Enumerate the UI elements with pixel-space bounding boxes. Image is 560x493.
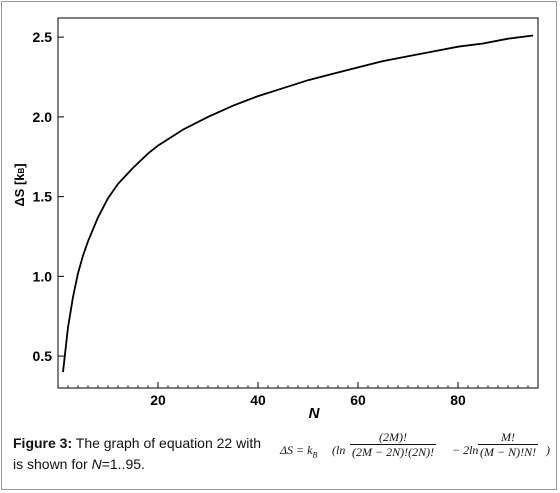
formula-mid: − 2ln [452, 443, 479, 457]
plot-frame [57, 17, 539, 389]
formula-fraction-2: M! (M − N)!N! [478, 430, 539, 460]
x-tick-label: 20 [150, 392, 166, 408]
y-axis-label: ΔS [kB] [12, 163, 27, 206]
fraction-1-denominator: (2M − 2N)!(2N)! [352, 445, 435, 459]
fraction-2-numerator: M! [478, 430, 539, 445]
y-tick-label: 2.5 [33, 29, 53, 45]
y-tick-label: 1.0 [33, 268, 53, 284]
y-axis-ticks: 0.5 1.0 1.5 2.0 2.5 [33, 29, 64, 364]
fraction-1-numerator: (2M)! [350, 430, 437, 445]
fraction-2-denominator: (M − N)!N! [480, 445, 537, 459]
caption-line-2: is shown for N=1..95. [13, 456, 145, 472]
caption-line-2-suffix: =1..95. [101, 456, 145, 472]
caption-line-2-variable: N [91, 456, 102, 472]
data-line [62, 34, 534, 373]
formula-lhs: ΔS = kB [280, 443, 318, 460]
y-axis-label-main: ΔS [k [12, 173, 27, 207]
x-tick-label: 60 [350, 392, 366, 408]
caption-text: The graph of equation 22 with [72, 435, 262, 451]
x-tick-label: 40 [250, 392, 266, 408]
formula-close: ) [546, 443, 550, 457]
formula-fraction-1: (2M)! (2M − 2N)!(2N)! [350, 430, 437, 460]
line-chart: 0.5 1.0 1.5 2.0 2.5 20 40 60 80 N ΔS [kB] [12, 17, 539, 422]
y-axis-label-close: ] [12, 163, 27, 167]
y-tick-label: 0.5 [33, 348, 53, 364]
x-axis-label: N [309, 405, 321, 422]
x-axis-ticks: 20 40 60 80 [67, 382, 529, 408]
x-tick-label: 80 [450, 392, 466, 408]
svg-text:ΔS [kB]: ΔS [kB] [12, 163, 27, 206]
y-axis-label-sub: B [17, 167, 26, 173]
caption-line-1: Figure 3: The graph of equation 22 with [13, 435, 261, 451]
formula-open: (ln [332, 443, 346, 457]
caption-figure-label: Figure 3: [13, 435, 73, 451]
y-tick-label: 2.0 [33, 109, 53, 125]
y-tick-label: 1.5 [33, 189, 53, 205]
caption-line-2-prefix: is shown for [13, 456, 92, 472]
